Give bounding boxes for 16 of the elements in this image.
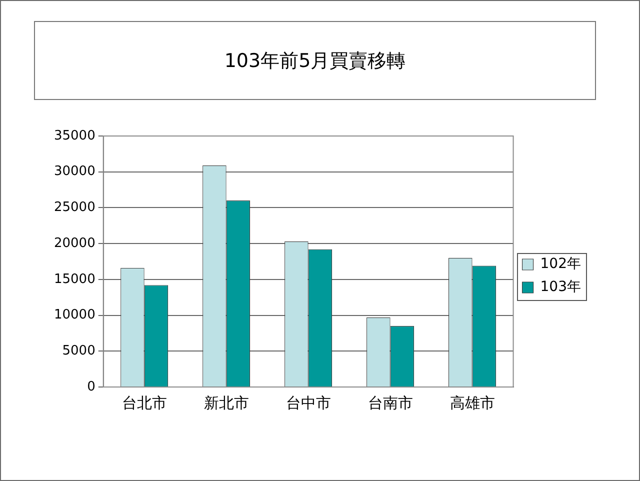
y-tick-label: 10000: [54, 308, 96, 323]
y-tick-label: 5000: [62, 344, 96, 359]
x-tick-label: 台南市: [368, 394, 413, 412]
legend-label: 102年: [540, 256, 582, 272]
x-tick-label: 新北市: [204, 394, 249, 412]
legend-label: 103年: [540, 279, 582, 296]
y-tick-label: 35000: [54, 128, 96, 144]
y-tick-label: 25000: [54, 200, 96, 216]
y-tick-label: 20000: [54, 236, 96, 251]
y-tick-label: 0: [87, 379, 96, 394]
y-tick-label: 15000: [54, 272, 96, 287]
x-tick-label: 高雄市: [450, 394, 495, 412]
x-tick-label: 台中市: [286, 394, 331, 412]
x-tick-label: 台北市: [122, 394, 167, 412]
chart-title: 103年前5月買賣移轉: [34, 21, 596, 100]
y-tick-label: 30000: [54, 164, 96, 180]
